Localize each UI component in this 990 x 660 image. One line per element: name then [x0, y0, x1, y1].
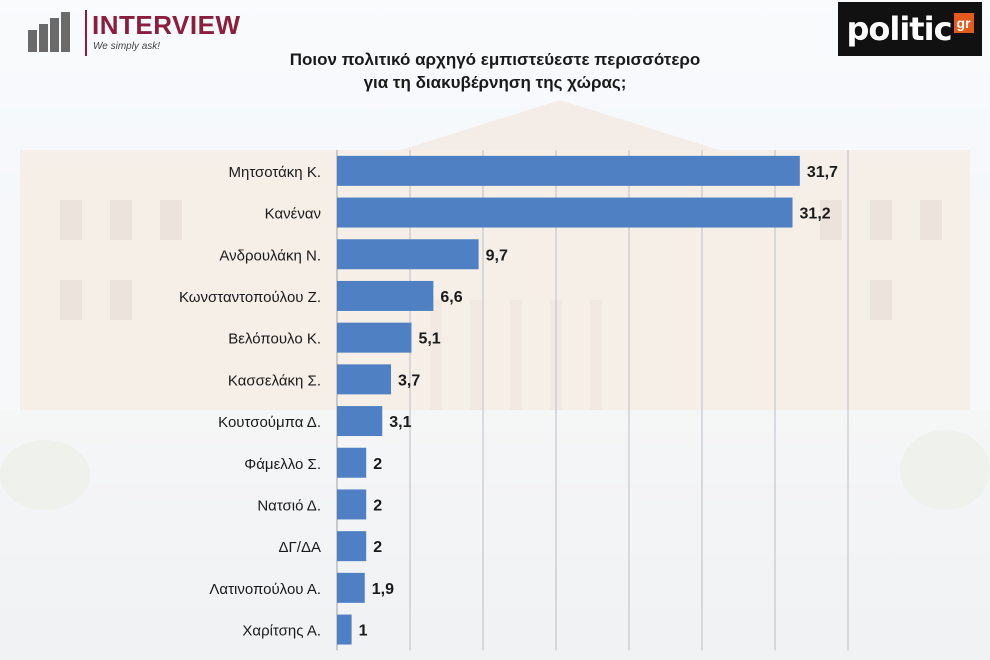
media-suffix: gr — [953, 13, 974, 33]
bar — [337, 406, 383, 437]
bar — [337, 239, 479, 270]
category-label: Ανδρουλάκη Ν. — [219, 247, 321, 264]
pollster-tagline: We simply ask! — [93, 41, 161, 52]
chart-title-line2: για τη διακυβέρνηση της χώρας; — [363, 73, 627, 92]
value-label: 9,7 — [486, 247, 508, 264]
category-label: ΔΓ/ΔΑ — [279, 539, 321, 556]
bar — [337, 447, 367, 478]
chart-title-line1: Ποιον πολιτικό αρχηγό εμπιστεύεστε περισ… — [289, 50, 701, 69]
value-label: 1 — [359, 623, 368, 640]
bar — [337, 489, 367, 520]
bar — [337, 322, 412, 353]
value-label: 2 — [373, 497, 382, 514]
category-label: Λατινοπούλου Α. — [209, 581, 321, 598]
media-name: politic — [846, 10, 952, 48]
category-label: Κανέναν — [265, 206, 321, 223]
category-label: Κωνσταντοπούλου Ζ. — [179, 289, 321, 306]
value-label: 6,6 — [440, 289, 462, 306]
value-label: 31,2 — [800, 206, 831, 223]
value-label: 2 — [373, 456, 382, 473]
category-label: Φάμελλο Σ. — [244, 456, 321, 473]
category-label: Χαρίτσης Α. — [242, 623, 321, 640]
bar — [337, 155, 800, 186]
bar — [337, 364, 392, 395]
interview-logo: INTERVIEW We simply ask! — [28, 8, 248, 60]
politic-logo: politic gr — [838, 2, 982, 56]
bar — [337, 280, 434, 311]
value-label: 3,1 — [389, 414, 411, 431]
chart-title: Ποιον πολιτικό αρχηγό εμπιστεύεστε περισ… — [200, 48, 790, 94]
category-label: Βελόπουλο Κ. — [228, 331, 321, 348]
pollster-name: INTERVIEW — [92, 10, 241, 40]
bar — [337, 531, 367, 562]
bar — [337, 614, 352, 645]
category-label: Κασσελάκη Σ. — [228, 372, 321, 389]
value-label: 5,1 — [418, 331, 440, 348]
logo-bars-icon — [28, 12, 80, 52]
value-label: 31,7 — [807, 164, 838, 181]
value-label: 1,9 — [372, 581, 394, 598]
bar — [337, 197, 793, 228]
category-label: Κουτσούμπα Δ. — [218, 414, 321, 431]
bar — [337, 572, 365, 603]
value-label: 3,7 — [398, 372, 420, 389]
category-label: Μητσοτάκη Κ. — [228, 164, 321, 181]
value-label: 2 — [373, 539, 382, 556]
logo-divider — [85, 10, 87, 56]
category-label: Νατσιό Δ. — [257, 497, 321, 514]
